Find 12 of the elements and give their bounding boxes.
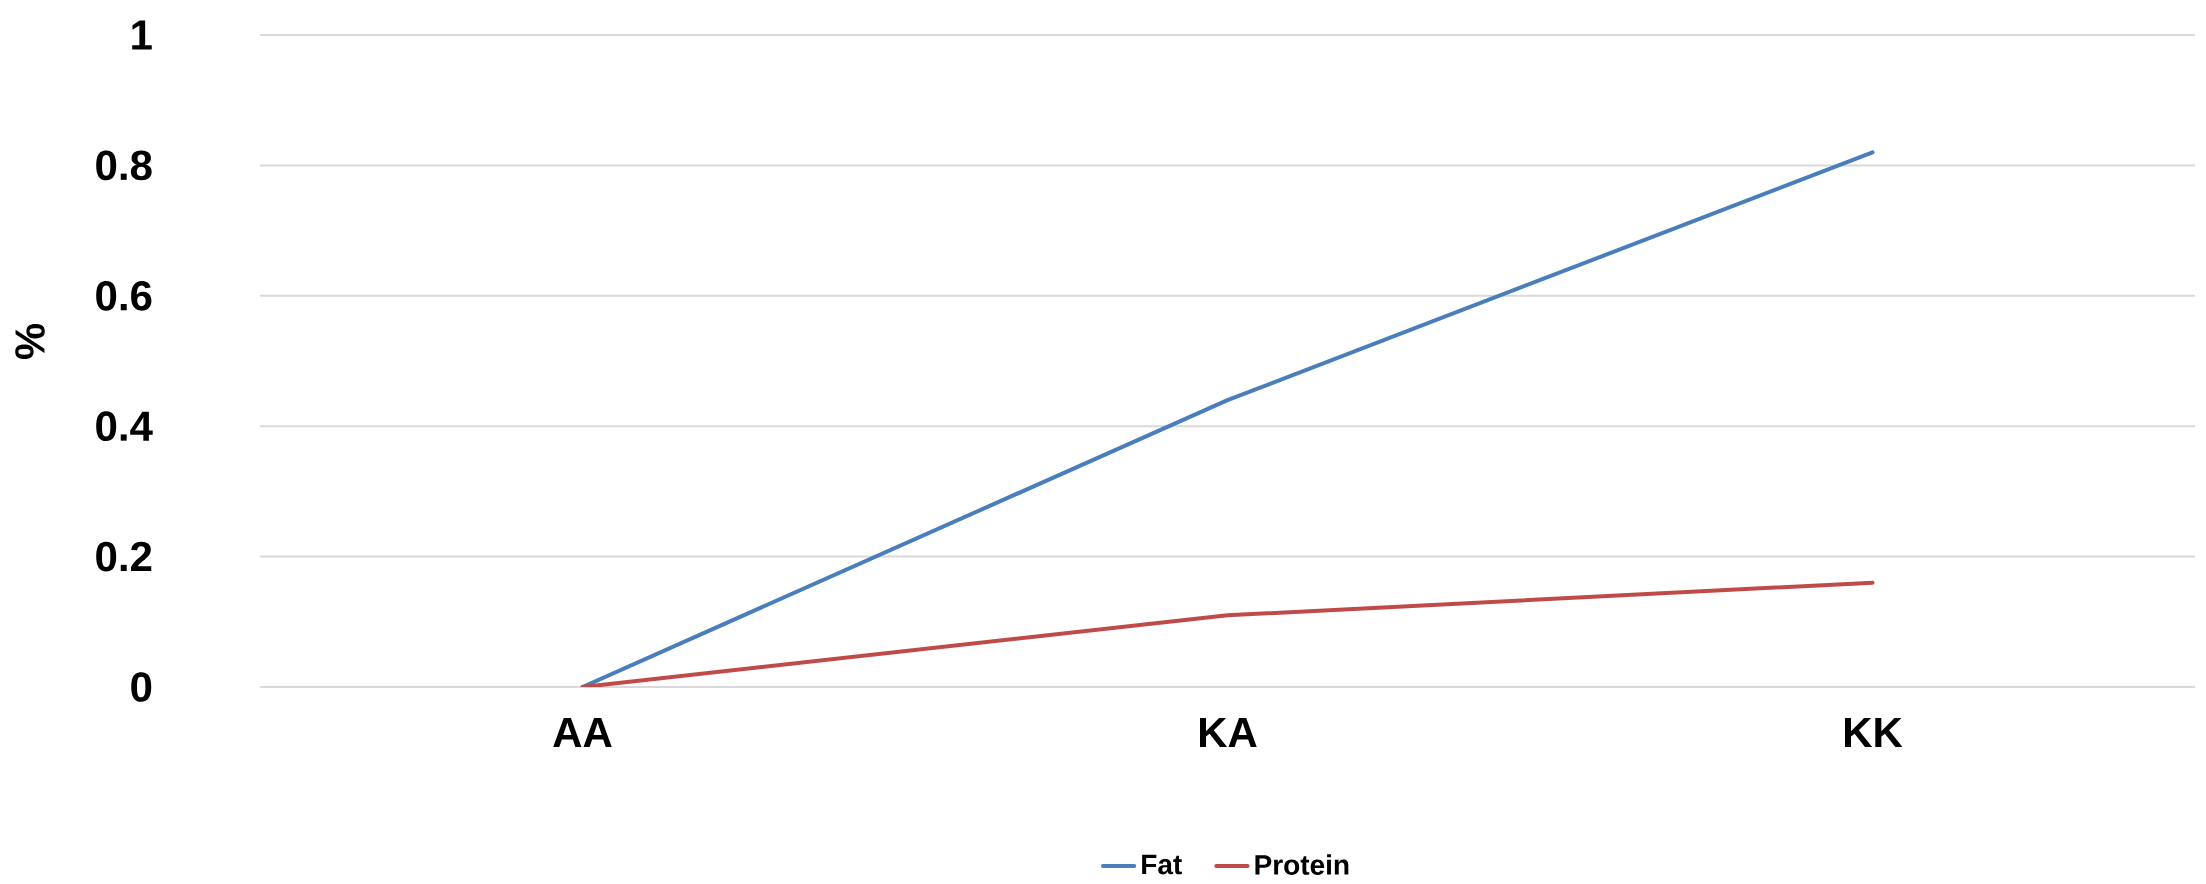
y-tick-label: 1 xyxy=(132,20,152,50)
y-tick-label: 0.6 xyxy=(96,280,152,311)
y-tick-label: 0.8 xyxy=(96,150,152,181)
y-tick-label: 0.4 xyxy=(96,411,153,442)
legend-label: Fat xyxy=(1142,854,1182,875)
y-axis-title: % xyxy=(15,323,45,360)
legend-label: Protein xyxy=(1255,854,1349,875)
x-tick-label: KA xyxy=(1200,718,1257,747)
y-tick-label: 0 xyxy=(131,672,152,702)
x-tick-label: KK xyxy=(1845,718,1903,747)
y-tick-label: 0.2 xyxy=(96,541,152,572)
x-tick-label: AA xyxy=(553,718,612,747)
